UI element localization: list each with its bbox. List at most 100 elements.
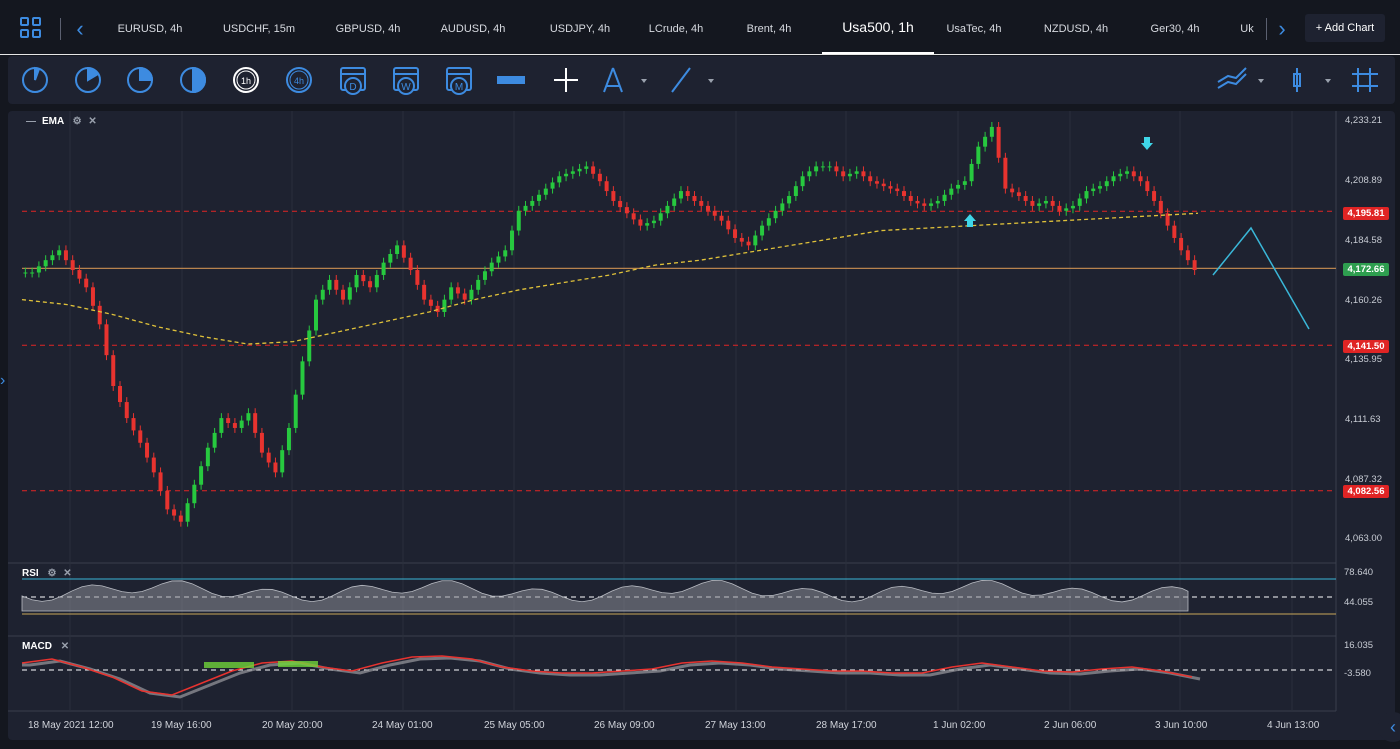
up-arrow-icon <box>964 214 976 227</box>
tab-uk[interactable]: Uk <box>1240 23 1254 35</box>
candle-body <box>591 166 596 174</box>
tab-usdjpy-4h[interactable]: USDJPY, 4h <box>549 23 611 35</box>
candle-body <box>145 442 150 458</box>
x-axis-label: 18 May 2021 12:00 <box>28 720 114 731</box>
macd-histogram-bar <box>204 662 254 668</box>
candle-body <box>1084 191 1089 199</box>
clock-half-fill-icon[interactable] <box>180 66 206 94</box>
candle-body <box>678 191 683 199</box>
x-axis-label: 25 May 05:00 <box>484 720 545 731</box>
tab-brent-4h[interactable]: Brent, 4h <box>746 23 792 35</box>
candle-body <box>618 200 623 208</box>
candle-body <box>320 289 325 300</box>
tab-usdchf-15m[interactable]: USDCHF, 15m <box>222 23 296 35</box>
candle-body <box>719 215 724 221</box>
settings-icon[interactable]: ⚙ <box>72 116 82 127</box>
chart-area[interactable]: — EMA ⚙ ✕ RSI ⚙ ✕ MACD ✕ 4,233.21 4,208.89… <box>8 111 1395 740</box>
candle-body <box>1185 250 1190 261</box>
candle-body <box>422 284 427 300</box>
chevron-down-icon[interactable] <box>1325 79 1331 83</box>
candle-body <box>834 166 839 172</box>
candle-body <box>381 262 386 275</box>
candle-body <box>435 305 440 312</box>
candle-body <box>354 274 359 288</box>
chevron-down-icon[interactable] <box>708 79 714 83</box>
candle-body <box>199 466 204 485</box>
tab-eurusd-4h[interactable]: EURUSD, 4h <box>117 23 183 35</box>
add-chart-button[interactable]: + Add Chart <box>1305 14 1385 42</box>
price-level-tag: 4,082.56 <box>1343 485 1389 498</box>
close-icon[interactable]: ✕ <box>88 116 97 127</box>
crosshair-icon[interactable] <box>554 68 578 92</box>
tab-bar: ‹ EURUSD, 4h USDCHF, 15m GBPUSD, 4h AUDUSD,… <box>0 0 1400 55</box>
candle-body <box>192 484 197 504</box>
candle-body <box>50 255 55 261</box>
candle-body <box>1077 198 1082 206</box>
chevron-down-icon[interactable] <box>1258 79 1264 83</box>
macd-tick: 16.035 <box>1344 640 1374 651</box>
candle-body <box>327 279 332 290</box>
settings-icon[interactable]: ⚙ <box>47 568 57 579</box>
price-chart[interactable] <box>8 111 1395 740</box>
candle-body <box>347 287 352 300</box>
tab-usa500-1h[interactable]: Usa500, 1h <box>822 0 934 54</box>
x-axis-label: 2 Jun 06:00 <box>1044 720 1097 731</box>
calendar-m-icon[interactable]: M <box>446 67 472 95</box>
clock-4h-icon[interactable]: 4h <box>286 67 312 93</box>
clock-half-icon[interactable] <box>127 66 154 93</box>
ruler-icon[interactable] <box>497 76 525 84</box>
candle-body <box>1030 200 1035 206</box>
expand-left-icon[interactable]: › <box>0 372 6 389</box>
indicator-label: EMA <box>42 116 64 127</box>
tab-usatec-4h[interactable]: UsaTec, 4h <box>946 23 1002 35</box>
chevron-right-icon[interactable]: › <box>1278 16 1286 41</box>
clock-1h-icon[interactable]: 1h <box>233 67 259 93</box>
candle-body <box>1057 205 1062 211</box>
tab-lcrude-4h[interactable]: LCrude, 4h <box>648 23 704 35</box>
candle-body <box>935 200 940 204</box>
collapse-panel-icon[interactable]: ‹ <box>1378 712 1400 742</box>
candle-body <box>111 355 116 387</box>
candle-body <box>482 271 487 280</box>
tab-nzdusd-4h[interactable]: NZDUSD, 4h <box>1043 23 1109 35</box>
candle-body <box>780 203 785 211</box>
chart-type-icon[interactable] <box>1217 67 1247 89</box>
candle-body <box>239 420 244 428</box>
candle-body <box>165 490 170 510</box>
calendar-d-icon[interactable]: D <box>340 67 366 95</box>
svg-text:D: D <box>349 82 356 93</box>
candle-body <box>408 257 413 271</box>
candle-body <box>503 250 508 257</box>
candle-body <box>1064 208 1069 211</box>
apps-grid-icon[interactable] <box>20 17 42 39</box>
clock-quarter-icon[interactable] <box>22 66 48 93</box>
candles-icon[interactable] <box>1293 68 1301 92</box>
close-icon[interactable]: ✕ <box>60 641 70 652</box>
candle-body <box>1131 171 1136 177</box>
candle-body <box>902 191 906 197</box>
candle-body <box>597 173 602 182</box>
compass-icon[interactable] <box>603 67 623 93</box>
macd-histogram-bar <box>278 661 318 667</box>
calendar-w-icon[interactable]: W <box>393 67 419 95</box>
projection-line <box>1212 226 1310 330</box>
tab-audusd-4h[interactable]: AUDUSD, 4h <box>440 23 506 35</box>
candle-body <box>1138 176 1143 182</box>
svg-text:1h: 1h <box>241 76 251 86</box>
close-icon[interactable]: ✕ <box>63 568 72 579</box>
chevron-down-icon[interactable] <box>641 79 647 83</box>
chevron-left-icon[interactable]: ‹ <box>76 16 84 41</box>
candle-body <box>760 225 765 236</box>
candle-body <box>43 260 48 267</box>
candle-body <box>388 253 393 263</box>
tab-ger30-4h[interactable]: Ger30, 4h <box>1150 23 1200 35</box>
grid-icon[interactable] <box>1352 68 1378 92</box>
candle-body <box>307 330 312 362</box>
clock-third-icon[interactable] <box>75 66 101 93</box>
candle-body <box>286 427 291 451</box>
ema-indicator-label: — EMA ⚙ ✕ <box>26 116 97 127</box>
trendline-icon[interactable] <box>671 67 691 93</box>
candle-body <box>489 262 494 272</box>
y-axis-tick: 4,233.21 <box>1345 115 1382 126</box>
tab-gbpusd-4h[interactable]: GBPUSD, 4h <box>335 23 401 35</box>
